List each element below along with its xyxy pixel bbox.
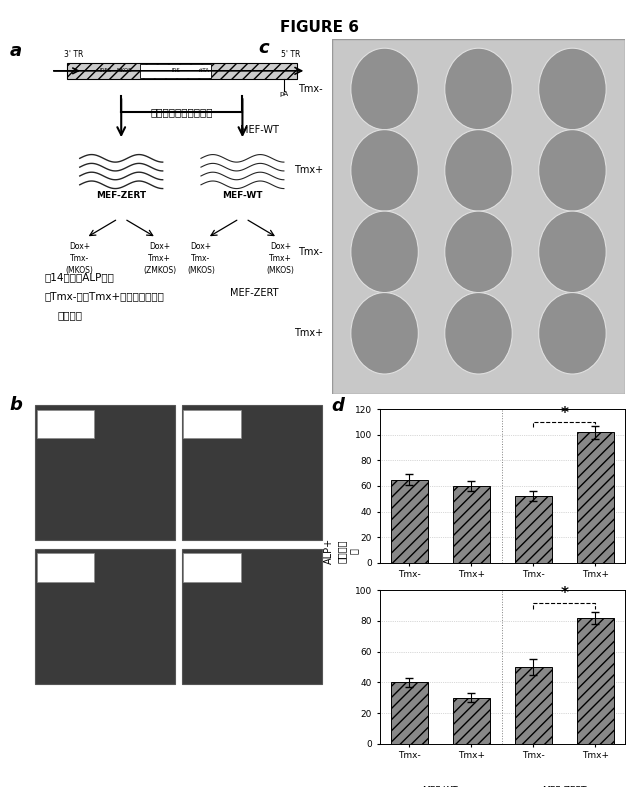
Circle shape <box>445 293 512 374</box>
Text: トランスフェクション: トランスフェクション <box>151 107 213 116</box>
Bar <box>184 410 241 438</box>
Text: d: d <box>332 397 345 416</box>
Text: Tmx+: Tmx+ <box>294 165 323 176</box>
Circle shape <box>351 48 419 130</box>
Text: MEF-WT: MEF-WT <box>422 786 458 787</box>
Text: MEF-ZERT: MEF-ZERT <box>96 191 146 201</box>
Bar <box>35 549 175 684</box>
Text: rtTA: rtTA <box>198 68 210 73</box>
Circle shape <box>351 293 419 374</box>
Text: Dox+
Tmx+
(ZMKOS): Dox+ Tmx+ (ZMKOS) <box>143 242 176 275</box>
Bar <box>182 405 322 540</box>
Bar <box>67 63 297 79</box>
Text: の比較: の比較 <box>57 310 82 320</box>
Bar <box>453 697 490 744</box>
Text: MEF-WT: MEF-WT <box>240 124 279 135</box>
Bar <box>577 432 614 563</box>
Bar <box>182 405 322 540</box>
Text: IRES: IRES <box>99 68 112 73</box>
Text: a: a <box>10 42 22 61</box>
Bar <box>390 479 428 563</box>
Bar <box>515 667 552 744</box>
Bar <box>515 497 552 563</box>
Text: MKOS: MKOS <box>117 68 132 73</box>
Text: IRS: IRS <box>171 68 180 73</box>
Circle shape <box>538 48 606 130</box>
Text: *: * <box>560 586 568 601</box>
Bar <box>35 549 175 684</box>
Text: MEF-ZERT: MEF-ZERT <box>230 287 279 297</box>
Circle shape <box>351 130 419 211</box>
Circle shape <box>538 130 606 211</box>
Text: 3' TR: 3' TR <box>64 50 83 59</box>
Text: Tmx-: Tmx- <box>299 247 323 257</box>
Text: Dox+
Tmx-
(MKOS): Dox+ Tmx- (MKOS) <box>187 242 215 275</box>
Text: c: c <box>258 39 269 57</box>
Text: ・Tmx-又はTmx+間のコロニー数: ・Tmx-又はTmx+間のコロニー数 <box>45 291 165 301</box>
Text: ・14日目のALP染色: ・14日目のALP染色 <box>45 272 115 283</box>
Bar <box>453 486 490 563</box>
Text: Tmx+: Tmx+ <box>294 328 323 338</box>
Circle shape <box>538 211 606 293</box>
Bar <box>140 64 211 78</box>
Text: 5' TR: 5' TR <box>281 50 300 59</box>
Text: MEF-WT: MEF-WT <box>422 605 458 614</box>
Text: MEF-ZERT: MEF-ZERT <box>542 605 587 614</box>
Bar <box>37 410 94 438</box>
Text: MEF-ZERT: MEF-ZERT <box>542 786 587 787</box>
Bar <box>35 405 175 540</box>
Bar <box>35 405 175 540</box>
Text: pA: pA <box>279 91 288 97</box>
Circle shape <box>445 211 512 293</box>
Circle shape <box>445 48 512 130</box>
Text: MEF-WT: MEF-WT <box>222 191 263 201</box>
Bar <box>577 618 614 744</box>
Circle shape <box>445 130 512 211</box>
Bar <box>184 553 241 582</box>
Text: Tmx-: Tmx- <box>299 84 323 94</box>
Bar <box>37 553 94 582</box>
Bar <box>182 549 322 684</box>
Bar <box>182 549 322 684</box>
Text: Dox+
Tmx-
(MKOS): Dox+ Tmx- (MKOS) <box>66 242 94 275</box>
Circle shape <box>351 211 419 293</box>
Text: FIGURE 6: FIGURE 6 <box>279 20 359 35</box>
Text: ALP+
コロニー
数: ALP+ コロニー 数 <box>324 538 359 564</box>
Text: *: * <box>560 406 568 421</box>
Bar <box>390 682 428 744</box>
Text: b: b <box>10 397 22 415</box>
Text: Dox+
Tmx+
(MKOS): Dox+ Tmx+ (MKOS) <box>267 242 295 275</box>
Circle shape <box>538 293 606 374</box>
